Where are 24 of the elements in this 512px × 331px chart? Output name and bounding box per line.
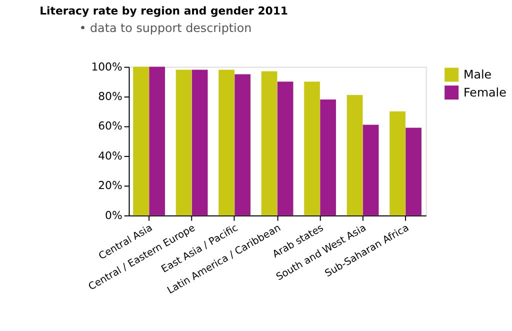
bar [406, 128, 422, 216]
bar [192, 70, 208, 216]
bar [390, 111, 406, 216]
bar [234, 74, 250, 216]
bar [176, 70, 192, 216]
bar [218, 70, 234, 216]
y-tick-label: 80% [98, 90, 122, 103]
legend-label: Female [463, 86, 506, 100]
bar [304, 82, 320, 216]
y-tick-label: 40% [98, 149, 122, 162]
legend-label: Male [463, 68, 492, 82]
bar [133, 66, 149, 216]
chart-title: Literacy rate by region and gender 2011 [40, 4, 288, 18]
bar [277, 82, 294, 216]
y-tick-label: 60% [98, 120, 122, 133]
bar [362, 124, 379, 216]
bar [149, 66, 165, 216]
bar [346, 95, 363, 216]
y-tick-label: 0% [105, 208, 122, 222]
y-tick-label: 20% [98, 179, 122, 192]
bar [320, 99, 336, 216]
bar [261, 71, 278, 216]
text: • data to support description [79, 21, 252, 36]
y-tick-label: 100% [91, 60, 122, 74]
